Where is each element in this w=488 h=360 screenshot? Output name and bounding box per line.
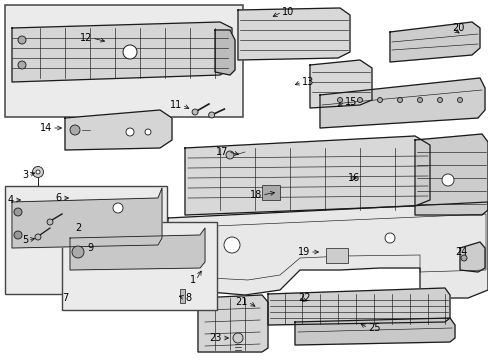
- Circle shape: [145, 129, 151, 135]
- Text: 21: 21: [235, 297, 247, 307]
- Polygon shape: [459, 242, 484, 272]
- Polygon shape: [238, 8, 349, 60]
- Circle shape: [35, 234, 41, 240]
- Text: 3: 3: [22, 170, 28, 180]
- Text: 11: 11: [169, 100, 182, 110]
- Text: 24: 24: [454, 247, 467, 257]
- Polygon shape: [184, 136, 429, 215]
- Text: 16: 16: [347, 173, 360, 183]
- Text: 12: 12: [80, 33, 92, 43]
- Text: 14: 14: [40, 123, 52, 133]
- Polygon shape: [12, 188, 162, 248]
- Polygon shape: [294, 318, 454, 345]
- Bar: [180, 289, 184, 303]
- Circle shape: [357, 98, 362, 103]
- Text: 17: 17: [215, 147, 227, 157]
- Circle shape: [70, 125, 80, 135]
- Circle shape: [460, 255, 466, 261]
- Circle shape: [126, 128, 134, 136]
- Polygon shape: [198, 295, 267, 352]
- Polygon shape: [389, 22, 479, 62]
- Text: 7: 7: [62, 293, 68, 303]
- Text: 10: 10: [282, 7, 294, 17]
- Bar: [325, 248, 347, 263]
- Text: 5: 5: [21, 235, 28, 245]
- Circle shape: [397, 98, 402, 103]
- Text: 13: 13: [302, 77, 314, 87]
- Polygon shape: [309, 60, 371, 108]
- Circle shape: [232, 333, 243, 343]
- Circle shape: [123, 45, 137, 59]
- Circle shape: [18, 61, 26, 69]
- Text: 8: 8: [184, 293, 191, 303]
- Circle shape: [36, 170, 40, 174]
- Text: 2: 2: [75, 223, 81, 233]
- Bar: [5, 5, 243, 117]
- Text: 15: 15: [345, 97, 357, 107]
- Circle shape: [417, 98, 422, 103]
- Text: 18: 18: [249, 190, 262, 200]
- Circle shape: [437, 98, 442, 103]
- Circle shape: [224, 237, 240, 253]
- Polygon shape: [267, 288, 449, 325]
- Polygon shape: [168, 202, 487, 298]
- Circle shape: [377, 98, 382, 103]
- Circle shape: [113, 203, 123, 213]
- Circle shape: [384, 233, 394, 243]
- Text: 6: 6: [56, 193, 62, 203]
- Circle shape: [192, 109, 198, 115]
- Polygon shape: [65, 110, 172, 150]
- Polygon shape: [215, 30, 235, 75]
- Bar: [262, 185, 280, 200]
- Circle shape: [208, 112, 214, 118]
- Circle shape: [14, 208, 22, 216]
- Circle shape: [18, 36, 26, 44]
- Text: 20: 20: [451, 23, 464, 33]
- Text: 23: 23: [209, 333, 222, 343]
- Circle shape: [457, 98, 462, 103]
- Text: 19: 19: [297, 247, 309, 257]
- Polygon shape: [319, 78, 484, 128]
- Polygon shape: [414, 134, 487, 215]
- Text: 9: 9: [87, 243, 93, 253]
- Circle shape: [14, 231, 22, 239]
- Polygon shape: [12, 22, 231, 82]
- Circle shape: [441, 174, 453, 186]
- Text: 25: 25: [367, 323, 380, 333]
- Bar: [62, 222, 217, 310]
- Circle shape: [337, 98, 342, 103]
- Text: 4: 4: [8, 195, 14, 205]
- Bar: [5, 186, 167, 294]
- Text: 22: 22: [297, 293, 310, 303]
- Circle shape: [47, 219, 53, 225]
- Circle shape: [32, 166, 43, 177]
- Polygon shape: [70, 228, 204, 270]
- Circle shape: [225, 151, 234, 159]
- Text: 1: 1: [189, 275, 196, 285]
- Circle shape: [72, 246, 84, 258]
